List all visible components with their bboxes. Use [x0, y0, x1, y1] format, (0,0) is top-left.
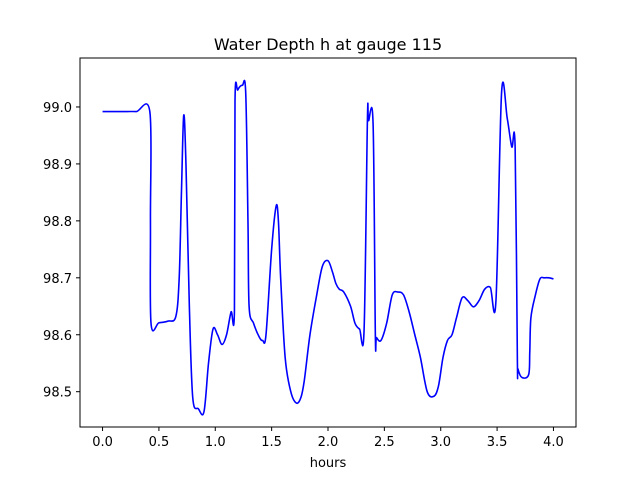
y-tick-label: 98.9 — [43, 158, 72, 173]
x-tick-label: 3.0 — [430, 435, 451, 450]
x-tick-label: 1.5 — [261, 435, 282, 450]
x-tick-label: 4.0 — [543, 435, 564, 450]
x-tick-label: 3.5 — [487, 435, 508, 450]
plot-frame — [79, 57, 577, 428]
y-tick-label: 98.6 — [43, 329, 72, 344]
x-tick-label: 0.5 — [149, 435, 170, 450]
y-axis-ticks: 98.5 98.6 98.7 98.8 98.9 99.0 — [43, 101, 80, 401]
y-tick-label: 98.5 — [43, 386, 72, 401]
water-depth-line — [102, 79, 554, 416]
y-tick-label: 98.8 — [43, 215, 72, 230]
y-tick-label: 99.0 — [43, 101, 72, 116]
x-tick-label: 2.0 — [318, 435, 339, 450]
chart-title: Water Depth h at gauge 115 — [214, 35, 442, 54]
x-tick-label: 0.0 — [92, 435, 113, 450]
x-axis-ticks: 0.0 0.5 1.0 1.5 2.0 2.5 3.0 3.5 4.0 — [92, 427, 564, 450]
x-tick-label: 1.0 — [205, 435, 226, 450]
x-axis-label: hours — [310, 456, 347, 471]
y-tick-label: 98.7 — [43, 272, 72, 287]
x-tick-label: 2.5 — [374, 435, 395, 450]
